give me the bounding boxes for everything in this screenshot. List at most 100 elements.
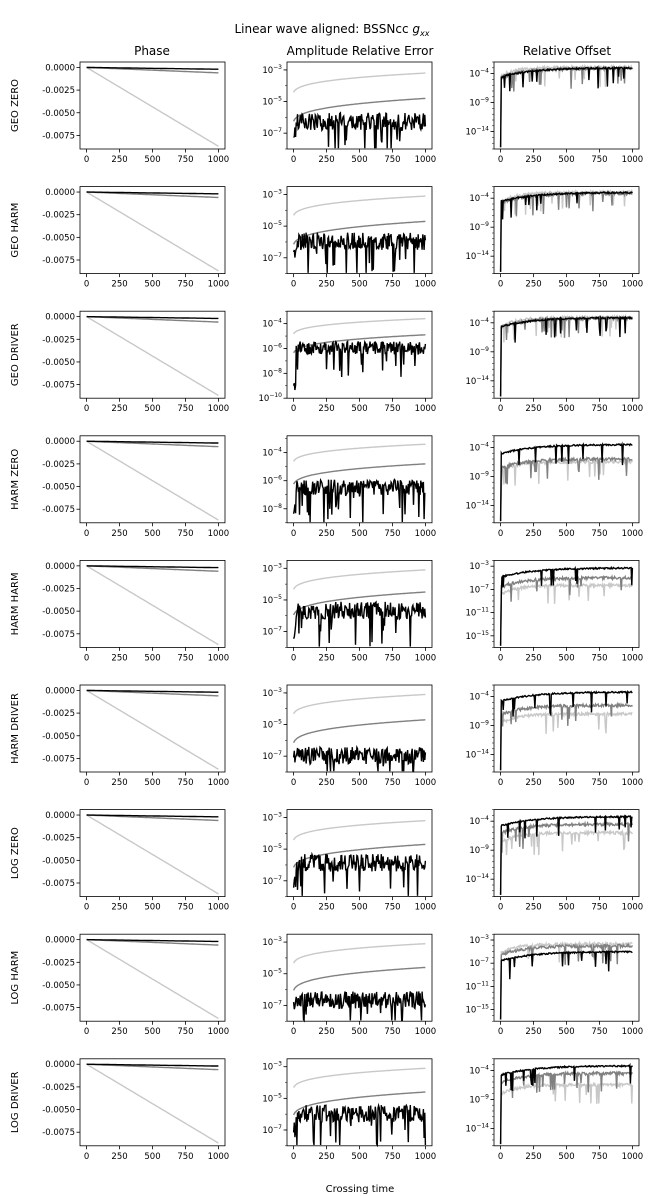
x-tick-label: 0: [498, 529, 503, 539]
x-tick-label: 1000: [415, 1152, 437, 1162]
x-tick-label: 1000: [208, 653, 230, 663]
series-line-3: [292, 600, 427, 647]
series-line-2: [499, 314, 634, 397]
x-tick-label: 250: [318, 155, 334, 165]
y-tick-label: 10−14: [466, 499, 490, 511]
y-tick-label: 10−4: [469, 691, 489, 703]
y-tick-label: -0.0075: [42, 879, 75, 889]
y-tick-label: -0.0075: [42, 256, 75, 266]
x-tick-label: 750: [384, 529, 400, 539]
x-tick-label: 250: [111, 404, 127, 414]
x-tick-label: 250: [525, 155, 541, 165]
y-tick-label: 0.0000: [45, 437, 75, 447]
x-tick-label: 0: [498, 778, 503, 788]
x-tick-label: 0: [84, 1152, 89, 1162]
y-tick-label: -0.0050: [42, 732, 75, 742]
y-tick-label: 10−9: [469, 1093, 489, 1105]
x-tick-label: 500: [144, 1027, 160, 1037]
y-tick-label: 10−7: [262, 999, 282, 1011]
series-line-1: [86, 938, 219, 1020]
series-line-2: [292, 463, 426, 485]
y-tick-label: -0.0025: [42, 584, 75, 594]
y-tick-label: 10−6: [262, 342, 282, 354]
x-tick-label: 500: [558, 404, 574, 414]
series-line-1: [86, 66, 219, 147]
series-line-3: [499, 814, 633, 895]
series-line-3: [499, 190, 633, 272]
x-tick-label: 750: [177, 1027, 193, 1037]
panel-harm-driver-phase: 0 250 500 750 1000 0.0000 -0.0025 -0.0050 -0.007…: [10, 684, 229, 788]
y-tick-label: 10−9: [469, 470, 489, 482]
series-line-2: [499, 942, 634, 1020]
x-tick-label: 750: [177, 903, 193, 913]
column-title-phase: Phase: [134, 44, 170, 58]
x-tick-label: 500: [558, 280, 574, 290]
row-label-log-driver: LOG DRIVER: [10, 1071, 21, 1133]
series-line-3: [292, 339, 427, 391]
y-tick-label: 10−4: [469, 1064, 489, 1076]
x-tick-label: 500: [351, 653, 367, 663]
x-tick-label: 1000: [208, 155, 230, 165]
y-tick-label: 10−4: [262, 318, 282, 330]
series-line-1: [86, 689, 219, 770]
panel-log-harm-off: 0 250 500 750 1000 10−3 10−7 10−11 10−15: [466, 933, 643, 1037]
y-tick-label: -0.0050: [42, 607, 75, 617]
series-line-1: [293, 195, 426, 216]
x-tick-label: 500: [351, 778, 367, 788]
y-tick-label: -0.0050: [42, 856, 75, 866]
x-tick-label: 250: [318, 529, 334, 539]
series-line-3: [499, 690, 633, 771]
x-tick-label: 750: [177, 1152, 193, 1162]
x-tick-label: 750: [177, 155, 193, 165]
x-tick-label: 250: [525, 529, 541, 539]
x-tick-label: 250: [318, 903, 334, 913]
y-tick-label: 10−7: [262, 127, 282, 139]
x-tick-label: 500: [351, 903, 367, 913]
y-tick-label: 0.0000: [45, 811, 75, 821]
y-tick-label: -0.0050: [42, 483, 75, 493]
row-label-log-zero: LOG ZERO: [10, 827, 21, 879]
panel-harm-zero-amp: 0 250 500 750 1000 10−4 10−6 10−8: [262, 435, 437, 539]
series-line-1: [86, 565, 219, 646]
series-line-1: [293, 943, 426, 964]
column-title-offset: Relative Offset: [523, 44, 612, 58]
panel-log-zero-phase: 0 250 500 750 1000 0.0000 -0.0025 -0.0050 -0.007…: [10, 809, 229, 913]
y-tick-label: 10−7: [262, 750, 282, 762]
series-line-3: [292, 1102, 427, 1148]
y-tick-label: 10−3: [469, 560, 489, 572]
series-line-1: [86, 440, 219, 521]
figure-title-sub: xx: [419, 29, 430, 38]
panel-harm-harm-phase: 0 250 500 750 1000 0.0000 -0.0025 -0.0050 -0.007…: [10, 560, 229, 663]
x-tick-label: 0: [498, 404, 503, 414]
x-tick-label: 500: [558, 1027, 574, 1037]
series-line-3: [292, 851, 427, 896]
x-tick-label: 500: [351, 155, 367, 165]
x-tick-label: 1000: [622, 280, 644, 290]
x-tick-label: 250: [525, 1152, 541, 1162]
series-line-1: [86, 814, 219, 895]
panel-geo-zero-off: 0 250 500 750 1000 10−4 10−9 10−14: [466, 61, 643, 165]
panel-geo-driver-phase: 0 250 500 750 1000 0.0000 -0.0025 -0.0050 -0.007…: [10, 310, 229, 414]
x-tick-label: 1000: [415, 529, 437, 539]
x-tick-label: 750: [591, 653, 607, 663]
axes-frame: [79, 809, 226, 897]
x-tick-label: 0: [84, 1027, 89, 1037]
panel-harm-driver-amp: 0 250 500 750 1000 10−3 10−5 10−7: [262, 684, 436, 788]
y-tick-label: 10−15: [466, 1004, 490, 1016]
y-tick-label: -0.0025: [42, 211, 75, 221]
y-tick-label: 10−8: [262, 367, 282, 379]
series-line-2: [499, 189, 633, 272]
figure-title-prefix: Linear wave aligned: BSSNcc: [234, 22, 412, 36]
x-tick-label: 750: [591, 404, 607, 414]
series-line-1: [86, 191, 219, 272]
x-tick-label: 750: [591, 529, 607, 539]
x-tick-label: 250: [111, 653, 127, 663]
y-tick-label: 10−4: [262, 447, 282, 459]
x-tick-label: 500: [144, 1152, 160, 1162]
x-tick-label: 0: [291, 653, 296, 663]
row-label-geo-zero: GEO ZERO: [10, 79, 21, 132]
y-tick-label: 10−14: [466, 873, 490, 885]
x-tick-label: 500: [351, 404, 367, 414]
series-line-2: [499, 574, 633, 646]
